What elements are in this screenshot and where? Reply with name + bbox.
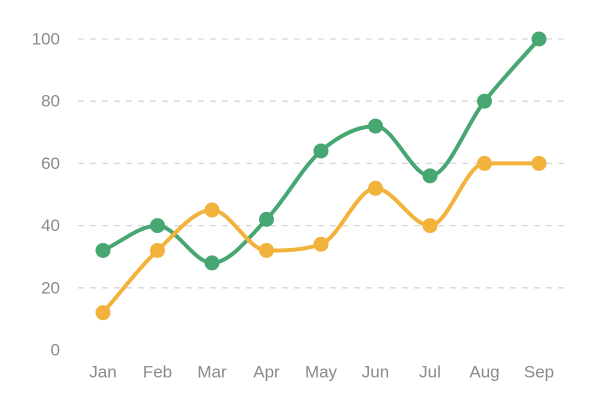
y-tick-label: 80 xyxy=(41,92,60,111)
series-1-point-feb[interactable] xyxy=(150,218,165,234)
x-tick-label: Apr xyxy=(253,363,280,382)
series-1-point-jan[interactable] xyxy=(95,242,111,258)
series-1-point-aug[interactable] xyxy=(477,93,492,109)
series-2-point-may[interactable] xyxy=(313,236,329,252)
x-tick-label: Sep xyxy=(524,363,554,382)
x-tick-label: Jan xyxy=(89,363,116,382)
y-tick-label: 40 xyxy=(41,216,60,235)
series-2-point-aug[interactable] xyxy=(477,155,492,171)
series-2-point-feb[interactable] xyxy=(150,242,165,258)
y-tick-label: 100 xyxy=(32,30,60,49)
x-axis: Jan Feb Mar Apr May Jun Jul Aug Sep xyxy=(89,363,554,382)
series-2-point-apr[interactable] xyxy=(259,242,274,258)
series-group xyxy=(95,31,547,321)
series-2-point-jan[interactable] xyxy=(95,305,111,321)
series-2-point-jun[interactable] xyxy=(368,180,383,196)
y-axis: 0 20 40 60 80 100 xyxy=(32,30,60,360)
x-tick-label: May xyxy=(305,363,338,382)
series-2-point-mar[interactable] xyxy=(204,202,220,218)
y-tick-label: 0 xyxy=(51,341,60,360)
series-2-point-sep[interactable] xyxy=(531,155,547,171)
series-1-point-apr[interactable] xyxy=(259,211,274,227)
series-2 xyxy=(95,155,547,321)
x-tick-label: Feb xyxy=(143,363,172,382)
series-1-point-jul[interactable] xyxy=(422,168,438,184)
x-tick-label: Aug xyxy=(469,363,499,382)
series-1 xyxy=(95,31,547,271)
series-1-point-may[interactable] xyxy=(313,143,329,159)
x-tick-label: Jun xyxy=(362,363,389,382)
grid xyxy=(78,38,566,289)
series-1-point-sep[interactable] xyxy=(531,31,547,47)
x-tick-label: Mar xyxy=(197,363,227,382)
series-1-point-jun[interactable] xyxy=(368,118,383,134)
y-tick-label: 60 xyxy=(41,154,60,173)
series-1-point-mar[interactable] xyxy=(204,255,220,271)
y-tick-label: 20 xyxy=(41,278,60,297)
x-tick-label: Jul xyxy=(419,363,441,382)
series-2-point-jul[interactable] xyxy=(422,218,438,234)
